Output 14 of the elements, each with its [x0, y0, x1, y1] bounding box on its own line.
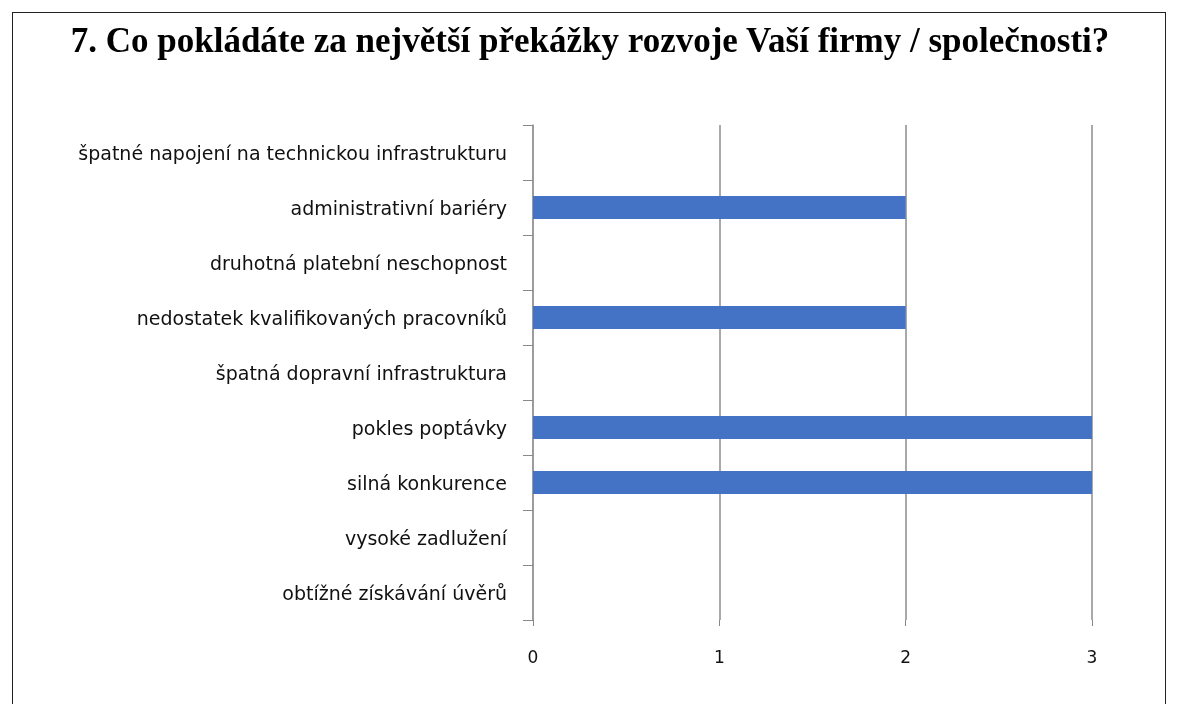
- y-tick-label: administrativní bariéry: [290, 196, 507, 219]
- x-tick-label: 1: [713, 646, 725, 667]
- chart-title: 7. Co pokládáte za největší překážky rozvoje Vaší firmy / společnosti?: [70, 21, 1110, 60]
- y-tick-label: špatné napojení na technickou infrastrukturu: [78, 141, 507, 164]
- y-tick-label: obtížné získávání úvěrů: [282, 581, 507, 604]
- y-tick-label: pokles poptávky: [351, 416, 507, 439]
- x-tick-label: 0: [527, 646, 539, 667]
- y-tick-label: druhotná platební neschopnost: [209, 251, 507, 274]
- y-tick-label: vysoké zadlužení: [344, 526, 508, 549]
- x-tick-label: 3: [1086, 646, 1098, 667]
- y-tick-label: silná konkurence: [347, 471, 507, 494]
- y-tick-label: špatná dopravní infrastruktura: [215, 361, 507, 384]
- x-tick-label: 2: [900, 646, 912, 667]
- y-tick-label: nedostatek kvalifikovaných pracovníků: [136, 306, 507, 329]
